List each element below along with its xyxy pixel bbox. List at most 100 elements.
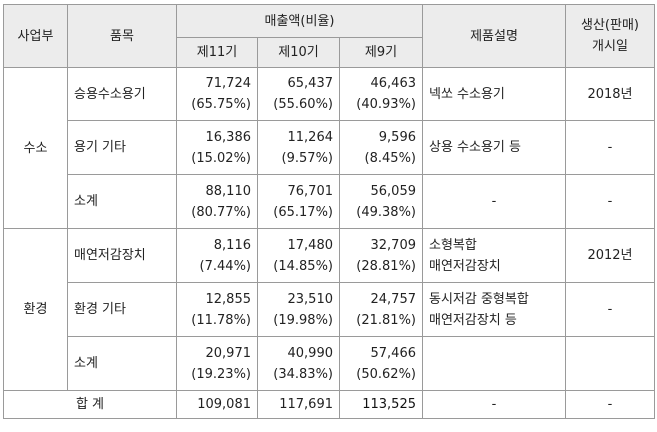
subtotal-row: 소계 88,110 (80.77%) 76,701 (65.17%) 56,059 (… bbox=[4, 174, 655, 229]
period-10-cell: 40,990 (34.83%) bbox=[257, 336, 340, 391]
period-10-cell: 11,264 (9.57%) bbox=[257, 120, 340, 175]
description-line1: 동시저감 중형복합 bbox=[429, 291, 529, 307]
ratio: (55.60%) bbox=[273, 97, 333, 112]
value: 88,110 bbox=[205, 183, 252, 199]
ratio: (19.23%) bbox=[191, 366, 251, 382]
period-10-cell: 65,437 (55.60%) bbox=[257, 67, 340, 121]
sales-by-product-table: 사업부 품목 매출액(비율) 제품설명 생산(판매) 개시일 제11기 제10기… bbox=[3, 4, 655, 419]
item-cell: 환경 기타 bbox=[67, 282, 177, 337]
table-row: 환경 매연저감장치 8,116 (7.44%) 17,480 (14.85%) 32… bbox=[3, 228, 655, 391]
value: 46,463 bbox=[370, 76, 417, 91]
value: 8,116 bbox=[213, 237, 251, 253]
period-9-cell: 57,466 (50.62%) bbox=[339, 336, 423, 391]
header-period-11: 제11기 bbox=[176, 37, 258, 68]
period-9-cell: 9,596 (8.45%) bbox=[339, 120, 423, 175]
period-11-cell: 71,724 (65.75%) bbox=[176, 67, 258, 121]
period-9-cell: 32,709 (28.81%) bbox=[339, 228, 423, 283]
period-11-cell: 20,971 (19.23%) bbox=[176, 336, 258, 391]
period-9-cell: 46,463 (40.93%) bbox=[339, 67, 423, 121]
total-start-date: - bbox=[565, 390, 655, 419]
value: 32,709 bbox=[370, 237, 417, 253]
item-cell: 소계 bbox=[67, 336, 177, 391]
header-description: 제품설명 bbox=[422, 4, 566, 68]
ratio: (21.81%) bbox=[356, 312, 416, 328]
period-11-cell: 8,116 (7.44%) bbox=[176, 228, 258, 283]
table-row: 환경 기타 12,855 (11.78%) 23,510 (19.98%) 24,7… bbox=[4, 282, 655, 337]
ratio: (40.93%) bbox=[356, 97, 416, 112]
period-11-cell: 12,855 (11.78%) bbox=[176, 282, 258, 337]
header-row-2: 제11기 제10기 제9기 bbox=[4, 37, 655, 68]
description-cell bbox=[422, 336, 566, 391]
ratio: (49.38%) bbox=[356, 204, 416, 220]
value: 56,059 bbox=[370, 183, 417, 199]
value: 20,971 bbox=[205, 345, 252, 361]
header-period-10: 제10기 bbox=[257, 37, 340, 68]
description-line1: 소형복합 bbox=[429, 237, 477, 253]
ratio: (34.83%) bbox=[273, 366, 333, 382]
value: 76,701 bbox=[287, 183, 334, 199]
subtotal-row: 소계 20,971 (19.23%) 40,990 (34.83%) 57,466 (… bbox=[4, 336, 655, 391]
ratio: (7.44%) bbox=[199, 258, 251, 274]
start-date-cell: - bbox=[565, 282, 655, 337]
total-period-10: 117,691 bbox=[257, 390, 340, 419]
item-cell: 소계 bbox=[67, 174, 177, 229]
total-label: 합 계 bbox=[3, 390, 177, 419]
start-date-cell bbox=[565, 336, 655, 391]
header-item: 품목 bbox=[67, 4, 177, 68]
item-cell: 용기 기타 bbox=[67, 120, 177, 175]
period-11-cell: 16,386 (15.02%) bbox=[176, 120, 258, 175]
value: 12,855 bbox=[205, 291, 252, 307]
header-start-line1: 생산(판매) bbox=[581, 18, 639, 33]
start-date-cell: - bbox=[565, 120, 655, 175]
header-row-1: 사업부 품목 매출액(비율) 제품설명 생산(판매) 개시일 bbox=[3, 4, 655, 68]
start-date-cell: 2012년 bbox=[565, 228, 655, 283]
value: 9,596 bbox=[378, 129, 416, 145]
value: 57,466 bbox=[370, 345, 417, 361]
ratio: (9.57%) bbox=[281, 150, 333, 166]
ratio: (65.17%) bbox=[273, 204, 333, 220]
description-cell: 상용 수소용기 등 bbox=[422, 120, 566, 175]
ratio: (8.45%) bbox=[364, 150, 416, 166]
total-row: 합 계 109,081 117,691 113,525 - - bbox=[3, 390, 655, 419]
header-period-9: 제9기 bbox=[339, 37, 423, 68]
start-date-cell: - bbox=[565, 174, 655, 229]
ratio: (11.78%) bbox=[191, 312, 251, 328]
header-start-date: 생산(판매) 개시일 bbox=[565, 4, 655, 68]
ratio: (65.75%) bbox=[191, 97, 251, 112]
ratio: (15.02%) bbox=[191, 150, 251, 166]
value: 40,990 bbox=[287, 345, 334, 361]
sales-table-wrapper: 사업부 품목 매출액(비율) 제품설명 생산(판매) 개시일 제11기 제10기… bbox=[3, 4, 655, 419]
period-10-cell: 76,701 (65.17%) bbox=[257, 174, 340, 229]
item-cell: 승용수소용기 bbox=[67, 67, 177, 121]
value: 17,480 bbox=[287, 237, 334, 253]
header-start-line2: 개시일 bbox=[592, 39, 628, 54]
ratio: (19.98%) bbox=[273, 312, 333, 328]
description-line2: 매연저감장치 bbox=[429, 258, 501, 274]
value: 71,724 bbox=[205, 76, 252, 91]
division-cell: 환경 bbox=[3, 228, 68, 391]
value: 11,264 bbox=[287, 129, 334, 145]
table-row: 수소 승용수소용기 71,724 (65.75%) 65,437 (55.60%) … bbox=[3, 67, 655, 229]
value: 65,437 bbox=[287, 76, 334, 91]
description-cell: 넥쏘 수소용기 bbox=[422, 67, 566, 121]
header-sales: 매출액(비율) bbox=[176, 4, 423, 38]
period-10-cell: 17,480 (14.85%) bbox=[257, 228, 340, 283]
value: 23,510 bbox=[287, 291, 334, 307]
ratio: (50.62%) bbox=[356, 366, 416, 382]
total-description: - bbox=[422, 390, 566, 419]
value: 24,757 bbox=[370, 291, 417, 307]
total-period-9: 113,525 bbox=[339, 390, 423, 419]
description-line2: 매연저감장치 등 bbox=[429, 312, 517, 328]
start-date-cell: 2018년 bbox=[565, 67, 655, 121]
ratio: (28.81%) bbox=[356, 258, 416, 274]
ratio: (14.85%) bbox=[273, 258, 333, 274]
total-period-11: 109,081 bbox=[176, 390, 258, 419]
ratio: (80.77%) bbox=[191, 204, 251, 220]
header-division: 사업부 bbox=[3, 4, 68, 68]
table-row: 용기 기타 16,386 (15.02%) 11,264 (9.57%) 9,596… bbox=[4, 120, 655, 175]
period-10-cell: 23,510 (19.98%) bbox=[257, 282, 340, 337]
item-cell: 매연저감장치 bbox=[67, 228, 177, 283]
division-cell: 수소 bbox=[3, 67, 68, 229]
